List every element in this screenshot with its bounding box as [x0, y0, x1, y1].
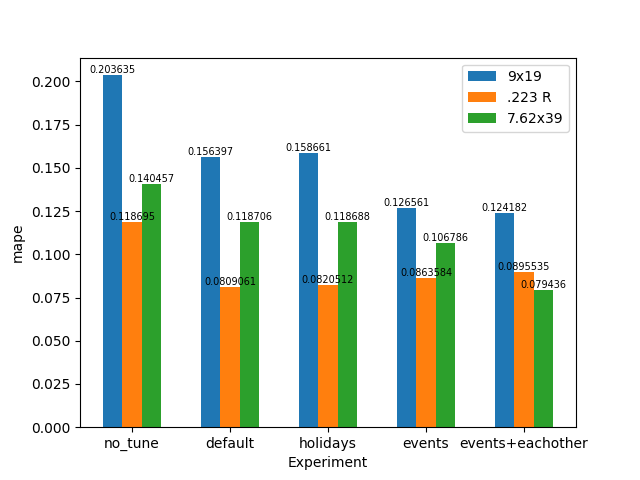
Text: 0.158661: 0.158661	[285, 143, 332, 153]
Bar	[436, 242, 456, 427]
X-axis label: Experiment: Experiment	[288, 456, 368, 470]
Text: 0.0895535: 0.0895535	[498, 263, 550, 272]
Text: 0.124182: 0.124182	[481, 203, 527, 213]
Text: 0.0863584: 0.0863584	[400, 268, 452, 278]
Text: 0.118695: 0.118695	[109, 212, 155, 222]
Y-axis label: mape: mape	[12, 223, 25, 262]
Bar	[534, 290, 554, 427]
Text: 0.079436: 0.079436	[521, 280, 566, 290]
Bar	[200, 157, 220, 427]
Bar	[102, 75, 122, 427]
Bar	[416, 278, 436, 427]
Text: 0.118706: 0.118706	[227, 212, 273, 222]
Bar	[515, 272, 534, 427]
Text: 0.156397: 0.156397	[188, 147, 234, 157]
Bar	[122, 222, 141, 427]
Text: 0.0820512: 0.0820512	[302, 276, 354, 286]
Bar	[240, 222, 259, 427]
Text: 0.140457: 0.140457	[129, 174, 175, 184]
Bar	[299, 153, 318, 427]
Bar	[141, 184, 161, 427]
Text: 0.0809061: 0.0809061	[204, 277, 256, 288]
Legend: 9x19, .223 R, 7.62x39: 9x19, .223 R, 7.62x39	[463, 64, 569, 132]
Bar	[338, 222, 357, 427]
Text: 0.106786: 0.106786	[422, 233, 468, 242]
Bar	[318, 286, 338, 427]
Text: 0.118688: 0.118688	[324, 212, 371, 222]
Text: 0.203635: 0.203635	[90, 65, 136, 75]
Bar	[495, 213, 515, 427]
Text: 0.126561: 0.126561	[383, 198, 429, 208]
Bar	[220, 288, 240, 427]
Bar	[397, 208, 416, 427]
